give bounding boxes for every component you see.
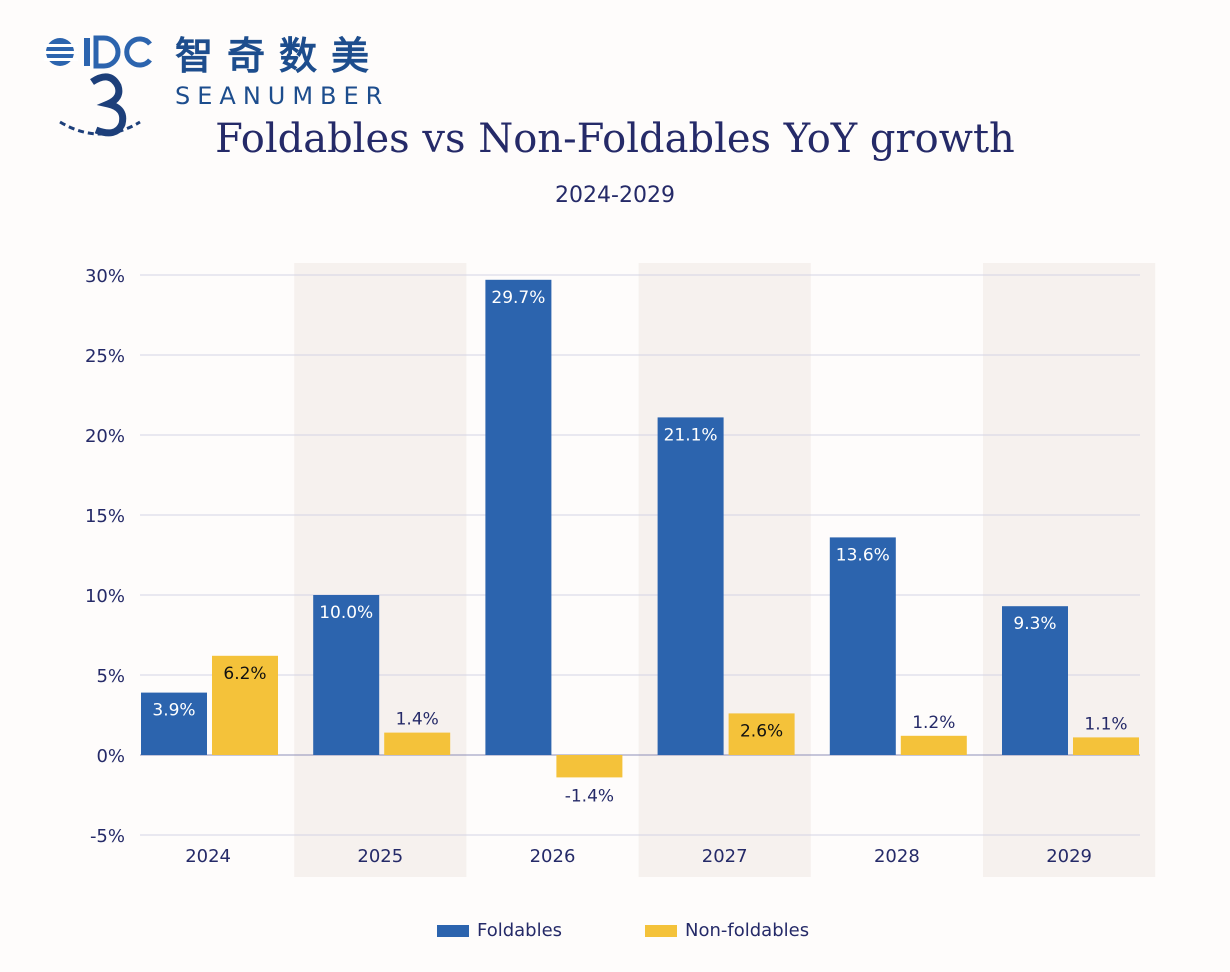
bar-foldables — [485, 279, 552, 755]
y-tick-label: 0% — [96, 746, 125, 767]
legend-swatch — [437, 925, 469, 937]
logo-chinese-name: 智奇数美 — [175, 34, 384, 78]
y-tick-label: 15% — [85, 506, 125, 527]
x-tick-label: 2028 — [874, 846, 920, 867]
x-tick-label: 2029 — [1046, 846, 1092, 867]
data-label: 21.1% — [664, 425, 718, 445]
bar-foldables — [657, 417, 724, 755]
bar-non-foldables — [212, 655, 278, 755]
data-label: 1.2% — [912, 713, 955, 733]
bar-foldables — [313, 595, 380, 755]
bar-non-foldables — [728, 713, 795, 755]
data-label: 13.6% — [836, 545, 890, 565]
y-tick-label: 30% — [85, 266, 125, 287]
category-band — [983, 263, 1156, 877]
y-tick-label: 20% — [85, 426, 125, 447]
bar-foldables — [1002, 606, 1068, 755]
bar-non-foldables — [556, 755, 623, 778]
y-tick-label: 10% — [85, 586, 125, 607]
x-tick-label: 2027 — [702, 846, 748, 867]
data-label: 1.4% — [396, 710, 439, 730]
legend-item-foldables: Foldables — [437, 920, 562, 942]
data-label: 2.6% — [740, 721, 783, 741]
y-tick-label: 25% — [85, 346, 125, 367]
data-label: 10.0% — [319, 603, 373, 623]
bar-foldables — [141, 692, 207, 755]
legend-label: Non-foldables — [685, 920, 810, 941]
y-tick-label: -5% — [90, 826, 125, 847]
y-tick-label: 5% — [96, 666, 125, 687]
data-label: 3.9% — [152, 701, 195, 721]
legend-swatch — [645, 925, 677, 937]
chart-title: Foldables vs Non-Foldables YoY growth — [215, 116, 1015, 162]
x-tick-label: 2026 — [530, 846, 576, 867]
bar-non-foldables — [900, 735, 967, 755]
bar-non-foldables — [1073, 737, 1139, 755]
chart-subtitle: 2024-2029 — [555, 183, 675, 208]
legend-item-non-foldables: Non-foldables — [645, 920, 809, 942]
category-band — [294, 263, 467, 877]
legend-label: Foldables — [477, 920, 563, 941]
data-label: 29.7% — [491, 288, 545, 308]
idc-logo — [40, 30, 165, 149]
x-tick-label: 2024 — [185, 846, 231, 867]
data-label: 9.3% — [1013, 614, 1056, 634]
data-label: 6.2% — [223, 664, 266, 684]
logo-english-name: SEANUMBER — [175, 82, 390, 110]
data-label: 1.1% — [1084, 714, 1127, 734]
data-label: -1.4% — [565, 786, 614, 806]
bar-foldables — [829, 537, 896, 755]
x-tick-label: 2025 — [357, 846, 403, 867]
bar-non-foldables — [384, 732, 451, 755]
